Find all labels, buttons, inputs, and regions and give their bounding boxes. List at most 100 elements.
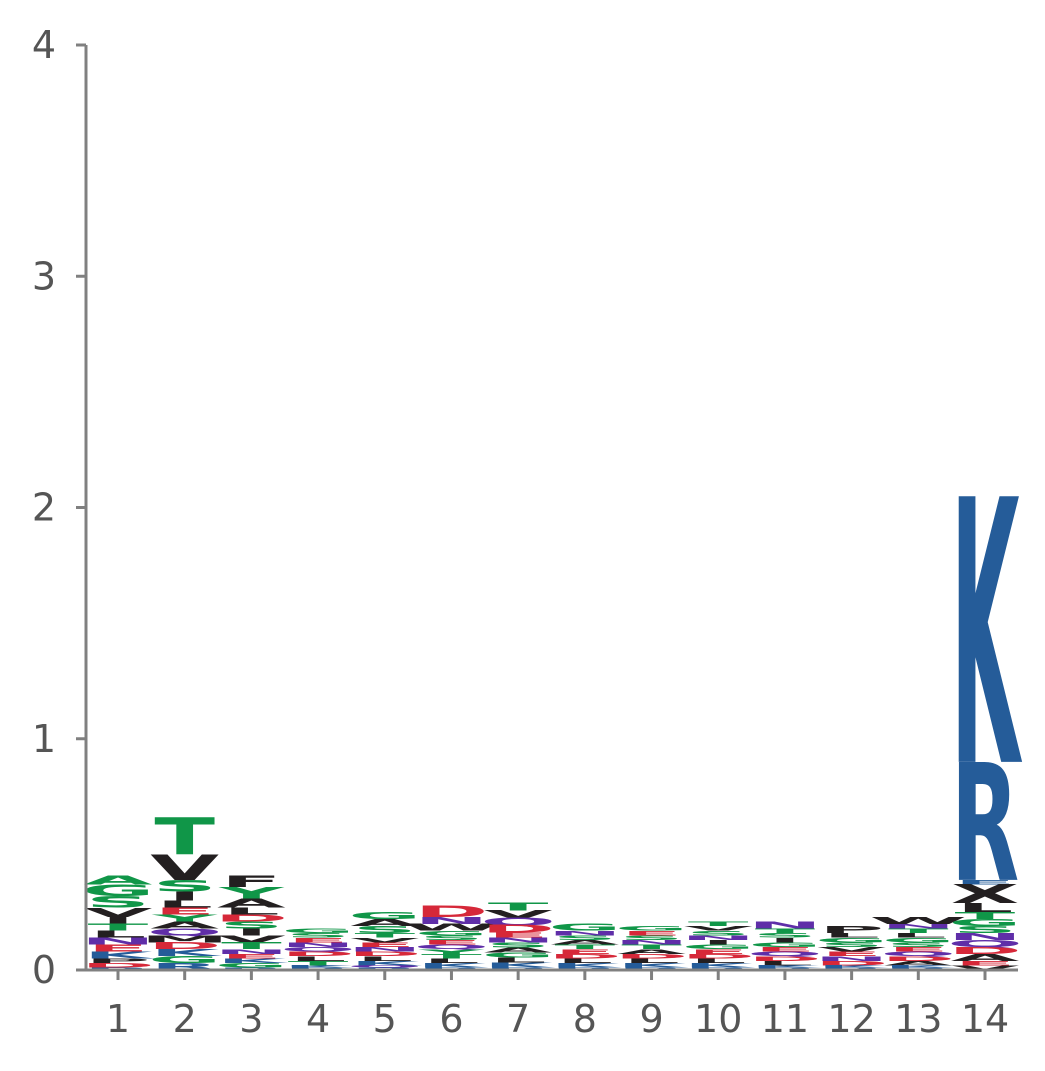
logo-letter: V — [350, 936, 419, 943]
logo-letter: S — [486, 941, 550, 949]
logo-letter: V — [684, 925, 753, 932]
logo-column: GNSATEDLKR — [548, 922, 623, 971]
logo-letter: Q — [881, 950, 957, 957]
logo-letter: N — [614, 939, 688, 946]
logo-letter: D — [415, 902, 489, 920]
logo-letter: T — [154, 808, 215, 867]
logo-letter: Q — [414, 943, 490, 950]
logo-letter: G — [148, 954, 221, 965]
logo-letter: T — [88, 922, 149, 933]
logo-letter: E — [955, 879, 1016, 886]
logo-letter: S — [953, 924, 1017, 935]
logo-letter: L — [223, 906, 280, 917]
logo-letter: G — [748, 941, 821, 948]
logo-letter: E — [488, 931, 549, 939]
logo-letter: P — [85, 957, 150, 964]
logo-letter: Q — [280, 946, 356, 953]
logo-letter: T — [288, 960, 349, 967]
logo-letter: S — [686, 929, 750, 936]
logo-letter: T — [688, 920, 749, 927]
logo-letter: K — [617, 962, 689, 969]
logo-letter: Q — [147, 926, 223, 937]
logo-letter: N — [281, 941, 355, 948]
logo-letter: D — [681, 953, 755, 960]
logo-letter: K — [150, 947, 222, 958]
logo-letter: Y — [418, 948, 486, 955]
logo-letter: E — [821, 950, 882, 957]
logo-letter: S — [886, 941, 950, 948]
logo-letter: K — [350, 960, 422, 967]
logo-letter: I — [702, 939, 735, 946]
logo-letter: V — [484, 908, 553, 920]
logo-letter: K — [884, 965, 956, 969]
logo-letter: A — [217, 896, 286, 911]
logo-column: GSENQDLTKR — [280, 927, 356, 971]
logo-letter: L — [890, 932, 947, 939]
logo-letter: D — [748, 955, 822, 962]
logo-letter: L — [557, 957, 614, 964]
logo-letter: F — [221, 872, 282, 890]
logo-letter: G — [282, 927, 355, 934]
logo-letter: V — [84, 905, 153, 920]
logo-letter: N — [414, 915, 488, 926]
x-tick-label: 7 — [506, 997, 530, 1041]
logo-letter: G — [548, 922, 621, 933]
x-tick-label: 8 — [573, 997, 597, 1041]
y-tick-label: 0 — [32, 948, 56, 992]
y-tick-label: 3 — [32, 254, 56, 298]
logo-letter: R — [150, 961, 218, 972]
logo-letter: D — [281, 950, 355, 957]
logo-letter: G — [882, 936, 955, 943]
logo-column: FYALDSIVTNEKGR — [214, 872, 289, 970]
axes — [84, 45, 1018, 972]
logo-letter: N — [481, 936, 555, 944]
logo-letter: D — [948, 945, 1022, 956]
x-tick-label: 5 — [373, 997, 397, 1041]
logo-letter: I — [168, 889, 201, 904]
logo-letter: N — [814, 955, 888, 962]
logo-letter: K — [84, 950, 156, 961]
logo-letter: L — [823, 932, 880, 939]
x-tick-label: 12 — [827, 997, 875, 1041]
logo-letter: L — [490, 956, 547, 964]
logo-letter: G — [949, 917, 1022, 928]
logo-letter: T — [621, 943, 682, 950]
logo-column: TVQDENSAGLKR — [480, 901, 556, 971]
logo-letter: V — [217, 933, 286, 944]
logo-letter: T — [221, 940, 282, 951]
logo-letter: A — [484, 946, 553, 954]
logo-letter: S — [353, 924, 417, 935]
logo-column: TVSNIGEDLKR — [681, 920, 756, 971]
logo-letter: E — [688, 948, 749, 955]
logo-letter: N — [81, 936, 155, 947]
logo-letter: Q — [947, 938, 1023, 949]
logo-letter: X — [951, 880, 1020, 909]
logo-letter: K — [417, 962, 489, 969]
logo-letter: G — [348, 910, 421, 921]
logo-letter: A — [550, 939, 619, 946]
logo-letter: L — [957, 900, 1014, 915]
logo-letter: G — [615, 925, 688, 932]
logo-letter: G — [482, 951, 555, 959]
logo-letter: P — [819, 924, 884, 935]
x-tick-label: 9 — [639, 997, 663, 1041]
logo-letter: A — [150, 920, 219, 931]
logo-letter: E — [88, 943, 149, 954]
logo-letter: S — [86, 893, 150, 911]
logo-letter: G — [682, 943, 755, 950]
logo-letter: E — [354, 941, 415, 948]
logo-letter: N — [348, 946, 422, 953]
logo-letter: K — [817, 965, 889, 969]
logo-letter: T — [555, 943, 616, 950]
logo-letter: Q — [747, 950, 823, 957]
logo-letter: E — [154, 906, 215, 917]
logo-letter: K — [684, 962, 756, 969]
logo-letter: L — [623, 957, 680, 964]
logo-letter: T — [421, 953, 482, 960]
logo-column: PLGSVENDKR — [814, 924, 889, 971]
logo-letter: N — [214, 948, 288, 955]
logo-letter: T — [888, 927, 949, 934]
logo-letter: M — [140, 933, 228, 944]
logo-letter: W — [869, 915, 967, 926]
